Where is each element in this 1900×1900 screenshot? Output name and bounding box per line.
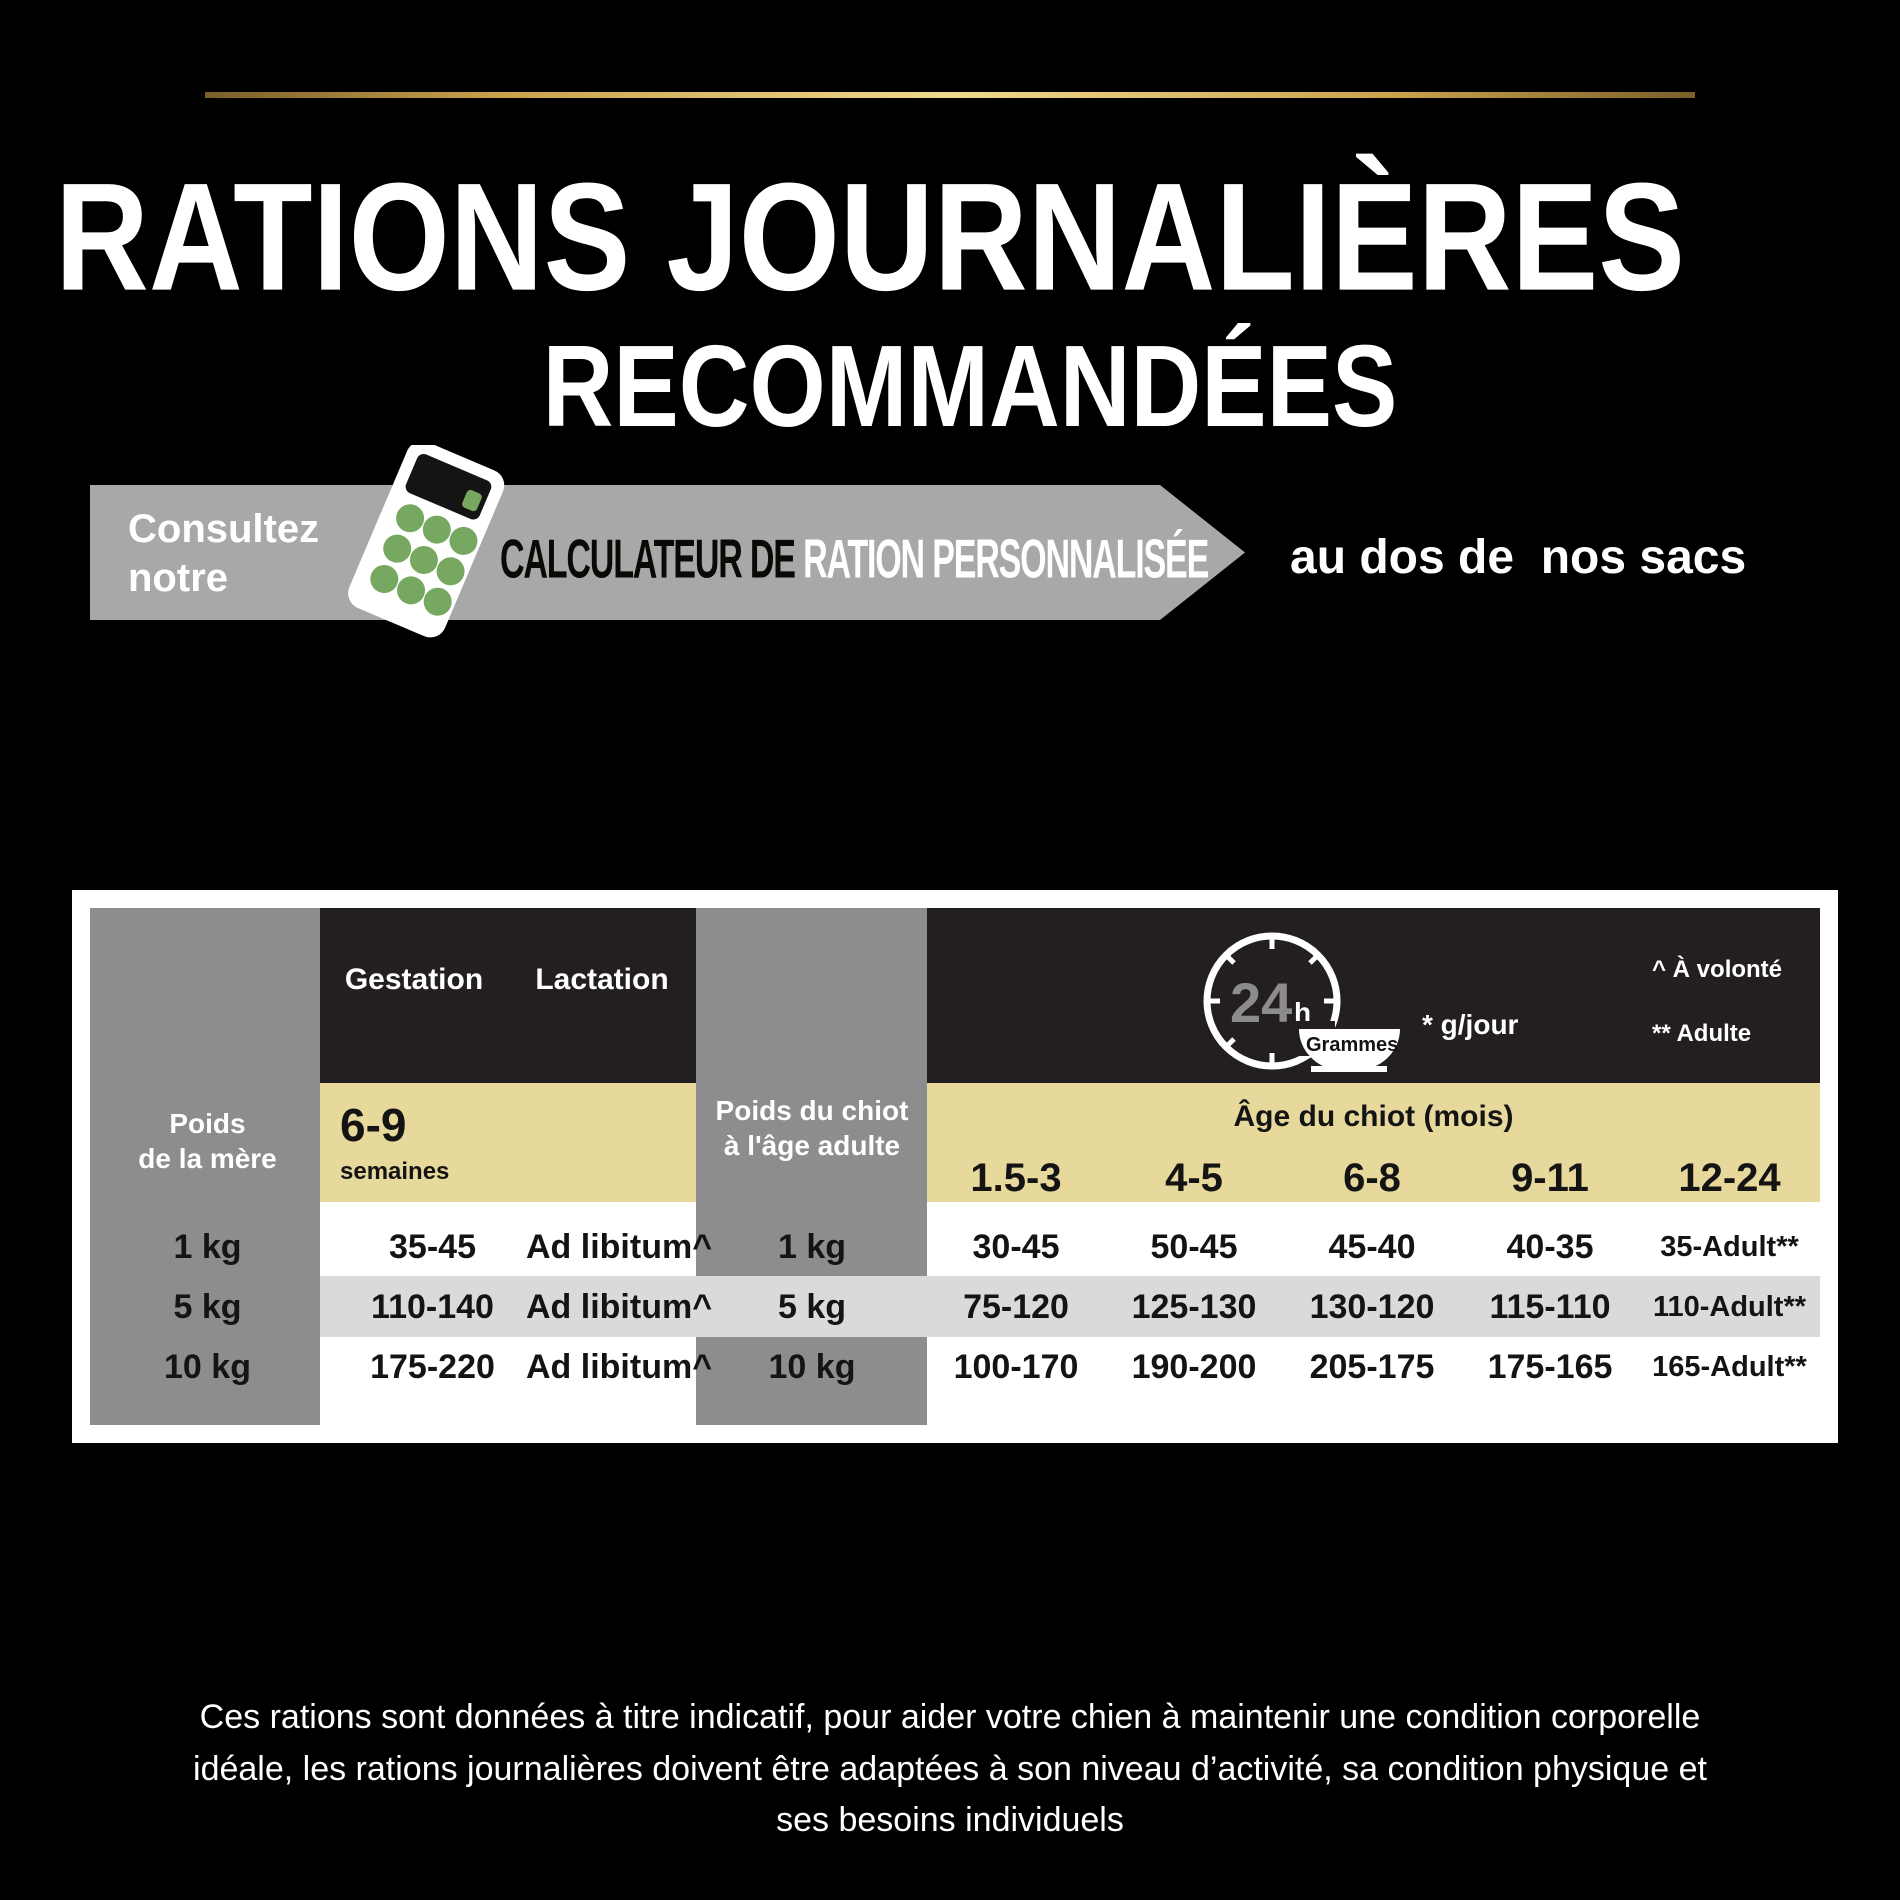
svg-text:24: 24 bbox=[1230, 971, 1292, 1034]
svg-text:* g/jour: * g/jour bbox=[1422, 1009, 1519, 1040]
svg-text:Grammes: Grammes bbox=[1306, 1034, 1398, 1056]
